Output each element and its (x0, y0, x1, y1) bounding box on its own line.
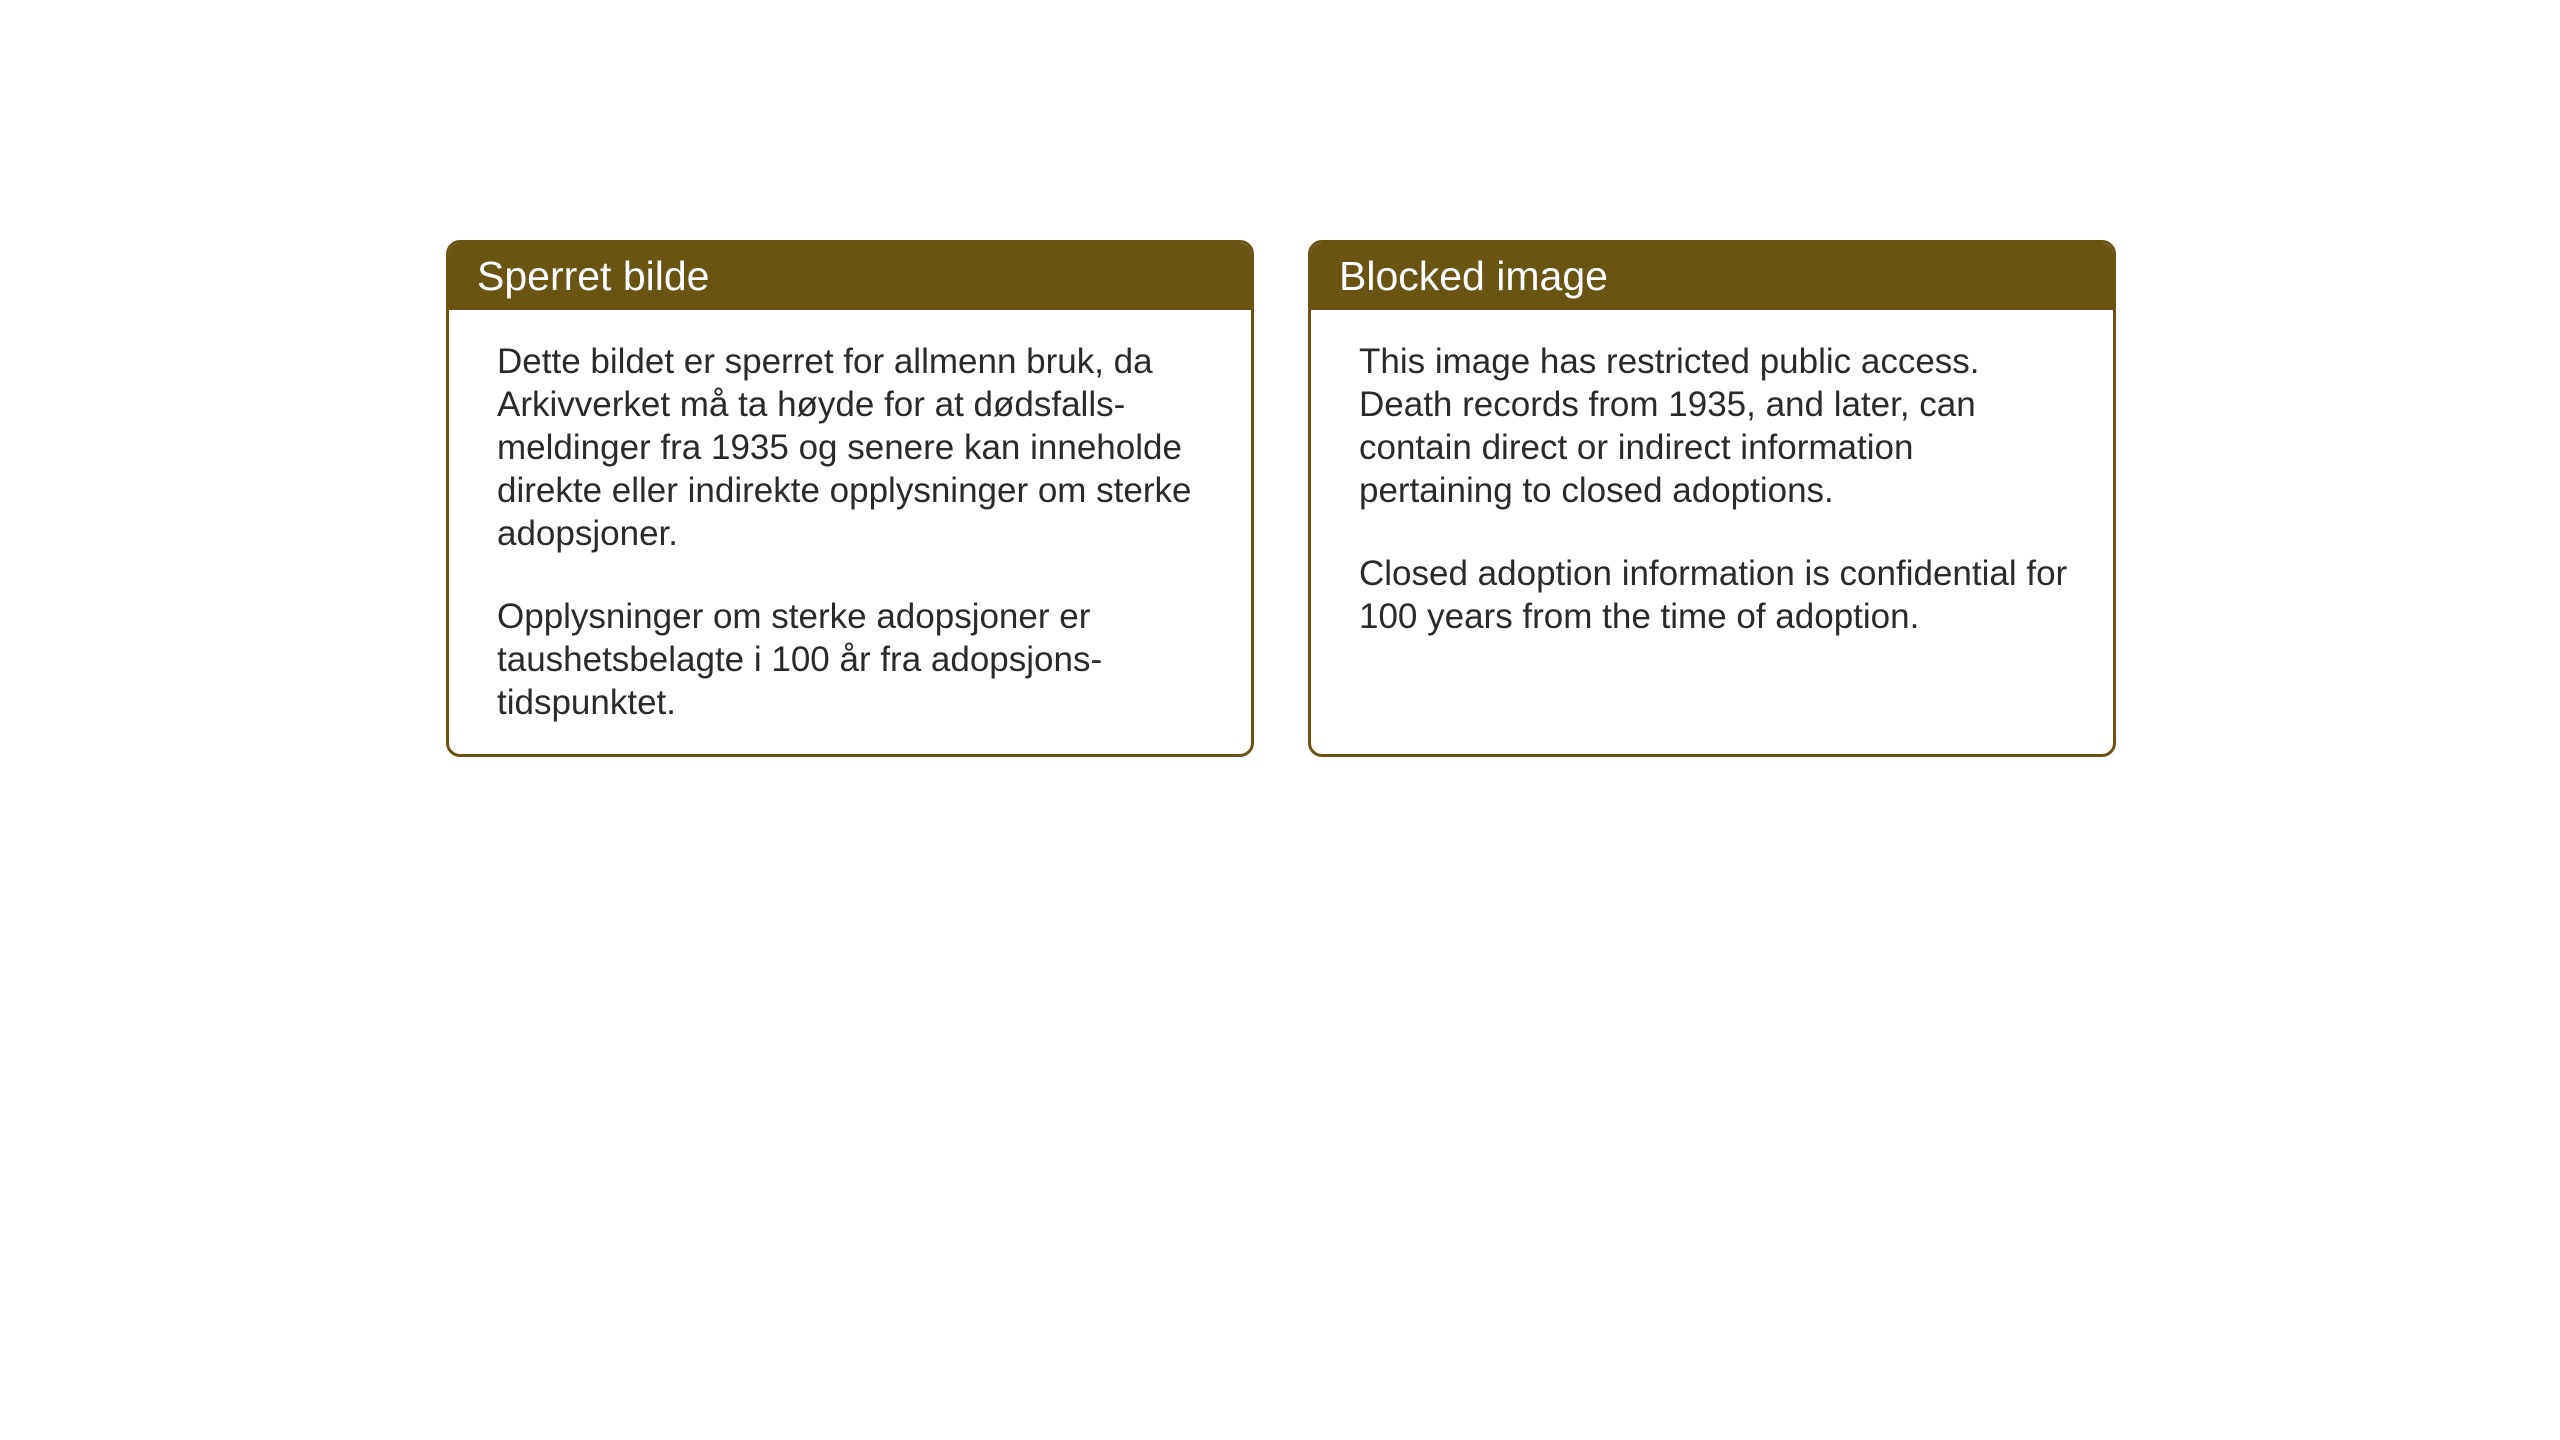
card-paragraph-norwegian-1: Dette bildet er sperret for allmenn bruk… (497, 340, 1209, 555)
card-header-norwegian: Sperret bilde (449, 243, 1251, 310)
notice-card-english: Blocked image This image has restricted … (1308, 240, 2116, 757)
card-paragraph-english-1: This image has restricted public access.… (1359, 340, 2071, 512)
card-body-norwegian: Dette bildet er sperret for allmenn bruk… (449, 310, 1251, 754)
card-paragraph-norwegian-2: Opplysninger om sterke adopsjoner er tau… (497, 595, 1209, 724)
notice-card-norwegian: Sperret bilde Dette bildet er sperret fo… (446, 240, 1254, 757)
card-title-norwegian: Sperret bilde (477, 253, 1223, 300)
card-paragraph-english-2: Closed adoption information is confident… (1359, 552, 2071, 638)
card-title-english: Blocked image (1339, 253, 2085, 300)
card-body-english: This image has restricted public access.… (1311, 310, 2113, 668)
card-header-english: Blocked image (1311, 243, 2113, 310)
notice-cards-container: Sperret bilde Dette bildet er sperret fo… (446, 240, 2116, 757)
